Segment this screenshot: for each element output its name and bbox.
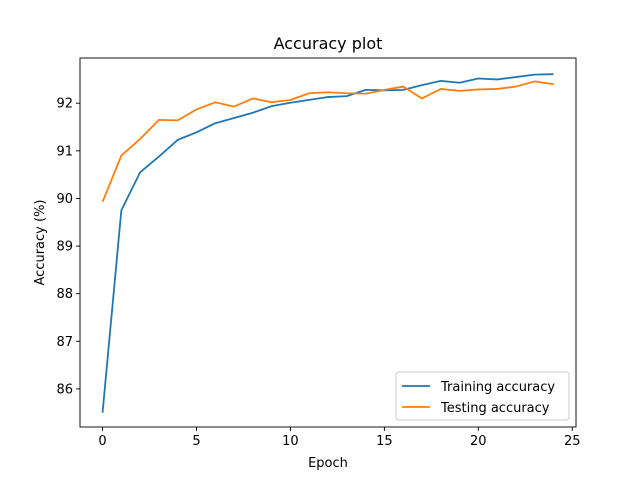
y-tick-label: 89 (56, 240, 73, 255)
y-tick-label: 88 (56, 287, 73, 302)
series-layer (101, 73, 554, 413)
y-tick-label: 86 (56, 382, 73, 397)
chart-title: Accuracy plot (274, 34, 383, 53)
legend: Training accuracy Testing accuracy (395, 371, 570, 421)
x-tick-label: 10 (282, 434, 299, 449)
legend-box (395, 371, 570, 421)
y-axis-label: Accuracy (%) (33, 200, 48, 286)
x-tick-label: 25 (564, 434, 581, 449)
x-axis-label: Epoch (308, 456, 348, 471)
y-tick-label: 87 (56, 335, 73, 350)
x-tick-label: 0 (98, 434, 106, 449)
series-line-training-accuracy (101, 73, 554, 413)
ticks-layer: 0 5 10 15 20 25 86 87 88 89 90 91 92 (56, 97, 580, 449)
x-tick-label: 15 (376, 434, 393, 449)
y-tick-label: 92 (56, 97, 73, 112)
series-line-testing-accuracy (101, 80, 554, 203)
plot-area-frame (79, 57, 577, 428)
x-tick-label: 5 (192, 434, 200, 449)
x-tick-label: 20 (470, 434, 487, 449)
legend-label-testing: Testing accuracy (440, 401, 550, 416)
y-tick-label: 91 (56, 144, 73, 159)
y-tick-label: 90 (56, 192, 73, 207)
legend-label-training: Training accuracy (440, 380, 555, 395)
